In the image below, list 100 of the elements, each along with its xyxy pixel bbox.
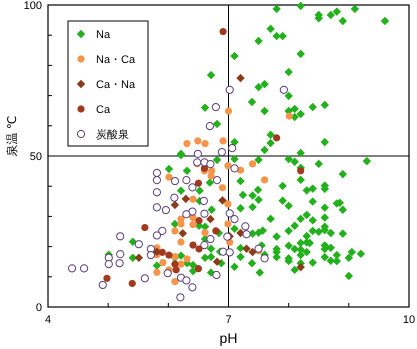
- point: [183, 255, 191, 263]
- point: [206, 122, 214, 130]
- point: [183, 140, 191, 148]
- y-tick-label: 100: [24, 0, 42, 12]
- x-tick-label: 10: [402, 314, 416, 326]
- point: [116, 232, 124, 240]
- point: [141, 224, 148, 232]
- x-axis-title: pH: [220, 330, 238, 346]
- point: [152, 231, 161, 240]
- point: [212, 270, 221, 280]
- point: [134, 254, 144, 262]
- point: [159, 259, 167, 266]
- point: [165, 251, 173, 259]
- point: [170, 200, 180, 210]
- point: [224, 107, 232, 115]
- point: [68, 264, 76, 272]
- point: [177, 238, 185, 246]
- point: [172, 266, 180, 274]
- point: [176, 293, 184, 302]
- point: [104, 260, 113, 268]
- point: [189, 241, 197, 249]
- point: [170, 176, 180, 186]
- point: [189, 196, 197, 203]
- point: [223, 232, 232, 241]
- point: [201, 140, 209, 148]
- point: [80, 264, 88, 272]
- point: [201, 229, 209, 236]
- x-tick-label: 7: [225, 314, 232, 326]
- point: [242, 244, 251, 253]
- legend-label: 炭酸泉: [96, 128, 129, 141]
- point: [226, 248, 234, 256]
- point: [241, 222, 250, 230]
- point: [177, 220, 185, 228]
- point: [212, 258, 222, 266]
- point: [134, 240, 143, 248]
- point: [212, 176, 222, 184]
- point: [219, 137, 227, 144]
- point: [164, 269, 172, 278]
- x-tick-label: 4: [44, 314, 52, 326]
- point: [182, 210, 190, 218]
- point: [165, 174, 173, 181]
- point: [195, 245, 203, 253]
- point: [224, 220, 232, 228]
- point: [230, 215, 239, 224]
- point: [254, 244, 263, 253]
- point: [152, 188, 161, 196]
- legend-label: Ca: [96, 104, 111, 116]
- point: [194, 137, 202, 144]
- point: [236, 74, 245, 82]
- point: [212, 227, 220, 234]
- legend-label: Na・Ca: [96, 54, 136, 66]
- point: [103, 274, 111, 282]
- point: [188, 183, 196, 192]
- point: [207, 172, 215, 180]
- point: [158, 248, 166, 256]
- point: [297, 167, 304, 174]
- point: [206, 160, 215, 168]
- point: [178, 229, 187, 238]
- point: [162, 206, 170, 214]
- point: [116, 250, 124, 258]
- legend-label: Ca・Na: [96, 79, 136, 91]
- point: [218, 148, 226, 156]
- point: [224, 162, 232, 170]
- point: [228, 144, 236, 152]
- point: [194, 180, 202, 187]
- point: [98, 280, 107, 290]
- point: [286, 112, 293, 120]
- point: [170, 194, 178, 202]
- point: [224, 200, 232, 208]
- point: [218, 184, 226, 192]
- point: [242, 230, 251, 238]
- point: [182, 176, 190, 184]
- point: [212, 102, 220, 112]
- point: [219, 28, 227, 36]
- point: [189, 220, 197, 228]
- point: [230, 164, 239, 172]
- y-axis-title: 泉温 ℃: [5, 116, 19, 156]
- point: [146, 250, 155, 260]
- point: [182, 276, 190, 285]
- point: [194, 265, 202, 272]
- point: [226, 209, 234, 218]
- point: [260, 254, 269, 262]
- point: [171, 260, 179, 268]
- point: [273, 134, 280, 142]
- point: [200, 196, 208, 206]
- point: [188, 283, 196, 292]
- point: [152, 176, 161, 184]
- point: [226, 86, 234, 94]
- point: [206, 234, 215, 244]
- legend-label: Na: [96, 29, 111, 41]
- y-tick-label: 0: [36, 302, 42, 314]
- point: [153, 268, 160, 276]
- point: [296, 262, 305, 272]
- point: [171, 227, 179, 234]
- point: [248, 160, 256, 168]
- point: [128, 280, 136, 288]
- point: [152, 168, 161, 178]
- point: [248, 248, 257, 256]
- point: [280, 86, 288, 94]
- point: [206, 214, 215, 224]
